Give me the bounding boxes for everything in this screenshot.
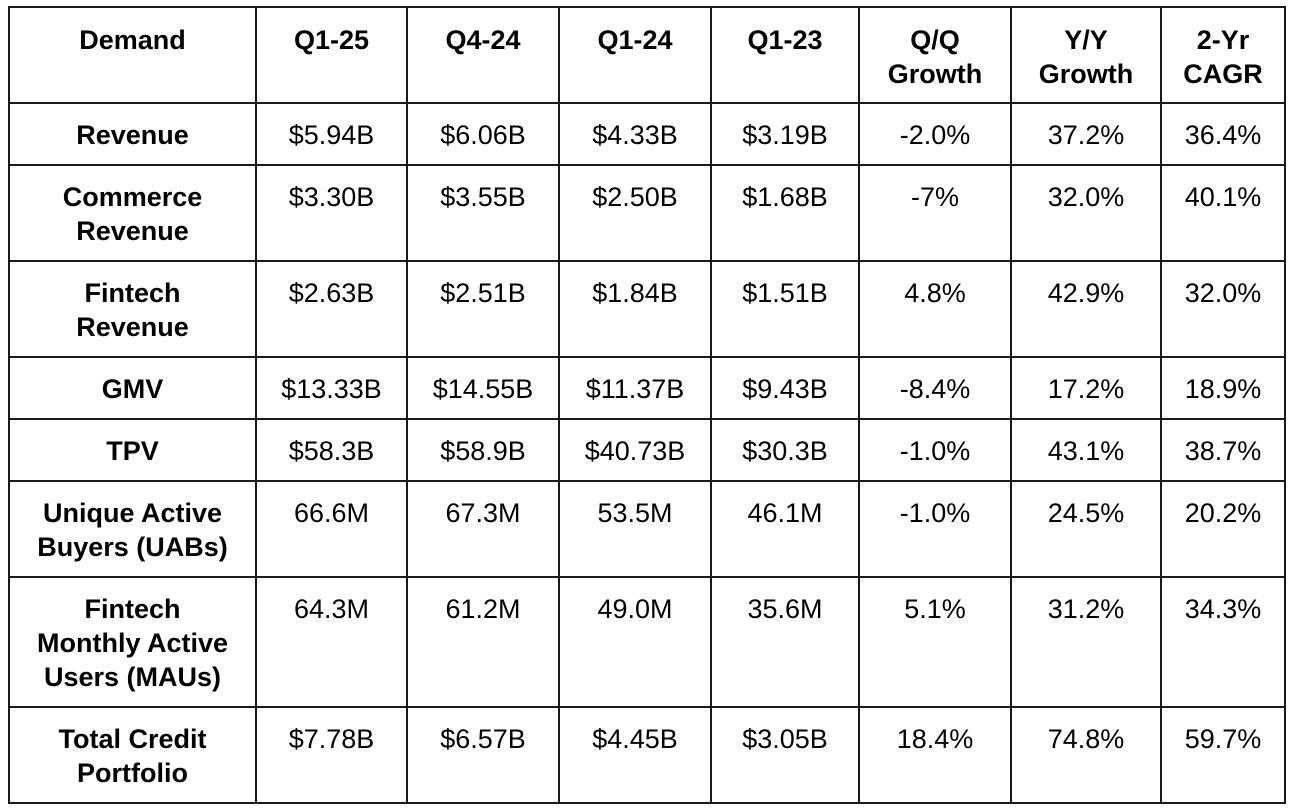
value-cell: 49.0M [558, 576, 712, 708]
metric-name-cell: Commerce Revenue [8, 164, 257, 262]
value-cell: 32.0% [1160, 260, 1286, 358]
value-cell: $2.63B [255, 260, 408, 358]
metrics-table: Demand Q1-25 Q4-24 Q1-24 Q1-23 Q/Q Growt… [8, 6, 1286, 804]
value-cell: 37.2% [1010, 102, 1162, 166]
value-cell: 66.6M [255, 480, 408, 578]
value-cell: 24.5% [1010, 480, 1162, 578]
header-cell: Q/Q Growth [858, 6, 1012, 104]
value-cell: 46.1M [710, 480, 860, 578]
value-cell: 53.5M [558, 480, 712, 578]
value-cell: 61.2M [406, 576, 560, 708]
metric-name-cell: Total Credit Portfolio [8, 706, 257, 804]
value-cell: 36.4% [1160, 102, 1286, 166]
value-cell: 4.8% [858, 260, 1012, 358]
value-cell: 17.2% [1010, 356, 1162, 420]
value-cell: $3.30B [255, 164, 408, 262]
value-cell: $58.3B [255, 418, 408, 482]
value-cell: $40.73B [558, 418, 712, 482]
value-cell: 18.4% [858, 706, 1012, 804]
value-cell: 64.3M [255, 576, 408, 708]
value-cell: $9.43B [710, 356, 860, 420]
table-row: GMV $13.33B $14.55B $11.37B $9.43B -8.4%… [8, 356, 1286, 420]
value-cell: -1.0% [858, 418, 1012, 482]
value-cell: $6.06B [406, 102, 560, 166]
table-row: Unique Active Buyers (UABs) 66.6M 67.3M … [8, 480, 1286, 578]
table-row: Fintech Monthly Active Users (MAUs) 64.3… [8, 576, 1286, 708]
header-cell: Q1-23 [710, 6, 860, 104]
table-row: Revenue $5.94B $6.06B $4.33B $3.19B -2.0… [8, 102, 1286, 166]
header-row: Demand Q1-25 Q4-24 Q1-24 Q1-23 Q/Q Growt… [8, 6, 1286, 104]
value-cell: $2.51B [406, 260, 560, 358]
metric-name-cell: GMV [8, 356, 257, 420]
value-cell: 31.2% [1010, 576, 1162, 708]
table-row: Commerce Revenue $3.30B $3.55B $2.50B $1… [8, 164, 1286, 262]
metric-name-cell: Fintech Revenue [8, 260, 257, 358]
value-cell: $1.51B [710, 260, 860, 358]
value-cell: $30.3B [710, 418, 860, 482]
value-cell: 38.7% [1160, 418, 1286, 482]
value-cell: $6.57B [406, 706, 560, 804]
value-cell: 43.1% [1010, 418, 1162, 482]
value-cell: -8.4% [858, 356, 1012, 420]
metric-name-cell: Unique Active Buyers (UABs) [8, 480, 257, 578]
value-cell: $14.55B [406, 356, 560, 420]
value-cell: -2.0% [858, 102, 1012, 166]
value-cell: 40.1% [1160, 164, 1286, 262]
value-cell: $3.19B [710, 102, 860, 166]
header-cell: Q1-25 [255, 6, 408, 104]
header-cell: Demand [8, 6, 257, 104]
table-row: TPV $58.3B $58.9B $40.73B $30.3B -1.0% 4… [8, 418, 1286, 482]
value-cell: $11.37B [558, 356, 712, 420]
value-cell: $2.50B [558, 164, 712, 262]
value-cell: $5.94B [255, 102, 408, 166]
header-cell: 2-Yr CAGR [1160, 6, 1286, 104]
header-cell: Q4-24 [406, 6, 560, 104]
header-cell: Y/Y Growth [1010, 6, 1162, 104]
value-cell: -7% [858, 164, 1012, 262]
value-cell: $4.45B [558, 706, 712, 804]
table-row: Total Credit Portfolio $7.78B $6.57B $4.… [8, 706, 1286, 804]
value-cell: $1.68B [710, 164, 860, 262]
value-cell: $3.05B [710, 706, 860, 804]
value-cell: 5.1% [858, 576, 1012, 708]
value-cell: $3.55B [406, 164, 560, 262]
value-cell: 34.3% [1160, 576, 1286, 708]
value-cell: $58.9B [406, 418, 560, 482]
value-cell: 18.9% [1160, 356, 1286, 420]
value-cell: $13.33B [255, 356, 408, 420]
value-cell: 32.0% [1010, 164, 1162, 262]
value-cell: 20.2% [1160, 480, 1286, 578]
metric-name-cell: TPV [8, 418, 257, 482]
value-cell: 59.7% [1160, 706, 1286, 804]
value-cell: 67.3M [406, 480, 560, 578]
value-cell: 74.8% [1010, 706, 1162, 804]
metric-name-cell: Fintech Monthly Active Users (MAUs) [8, 576, 257, 708]
header-cell: Q1-24 [558, 6, 712, 104]
value-cell: $7.78B [255, 706, 408, 804]
metric-name-cell: Revenue [8, 102, 257, 166]
value-cell: -1.0% [858, 480, 1012, 578]
table-row: Fintech Revenue $2.63B $2.51B $1.84B $1.… [8, 260, 1286, 358]
value-cell: $1.84B [558, 260, 712, 358]
value-cell: 42.9% [1010, 260, 1162, 358]
value-cell: 35.6M [710, 576, 860, 708]
value-cell: $4.33B [558, 102, 712, 166]
